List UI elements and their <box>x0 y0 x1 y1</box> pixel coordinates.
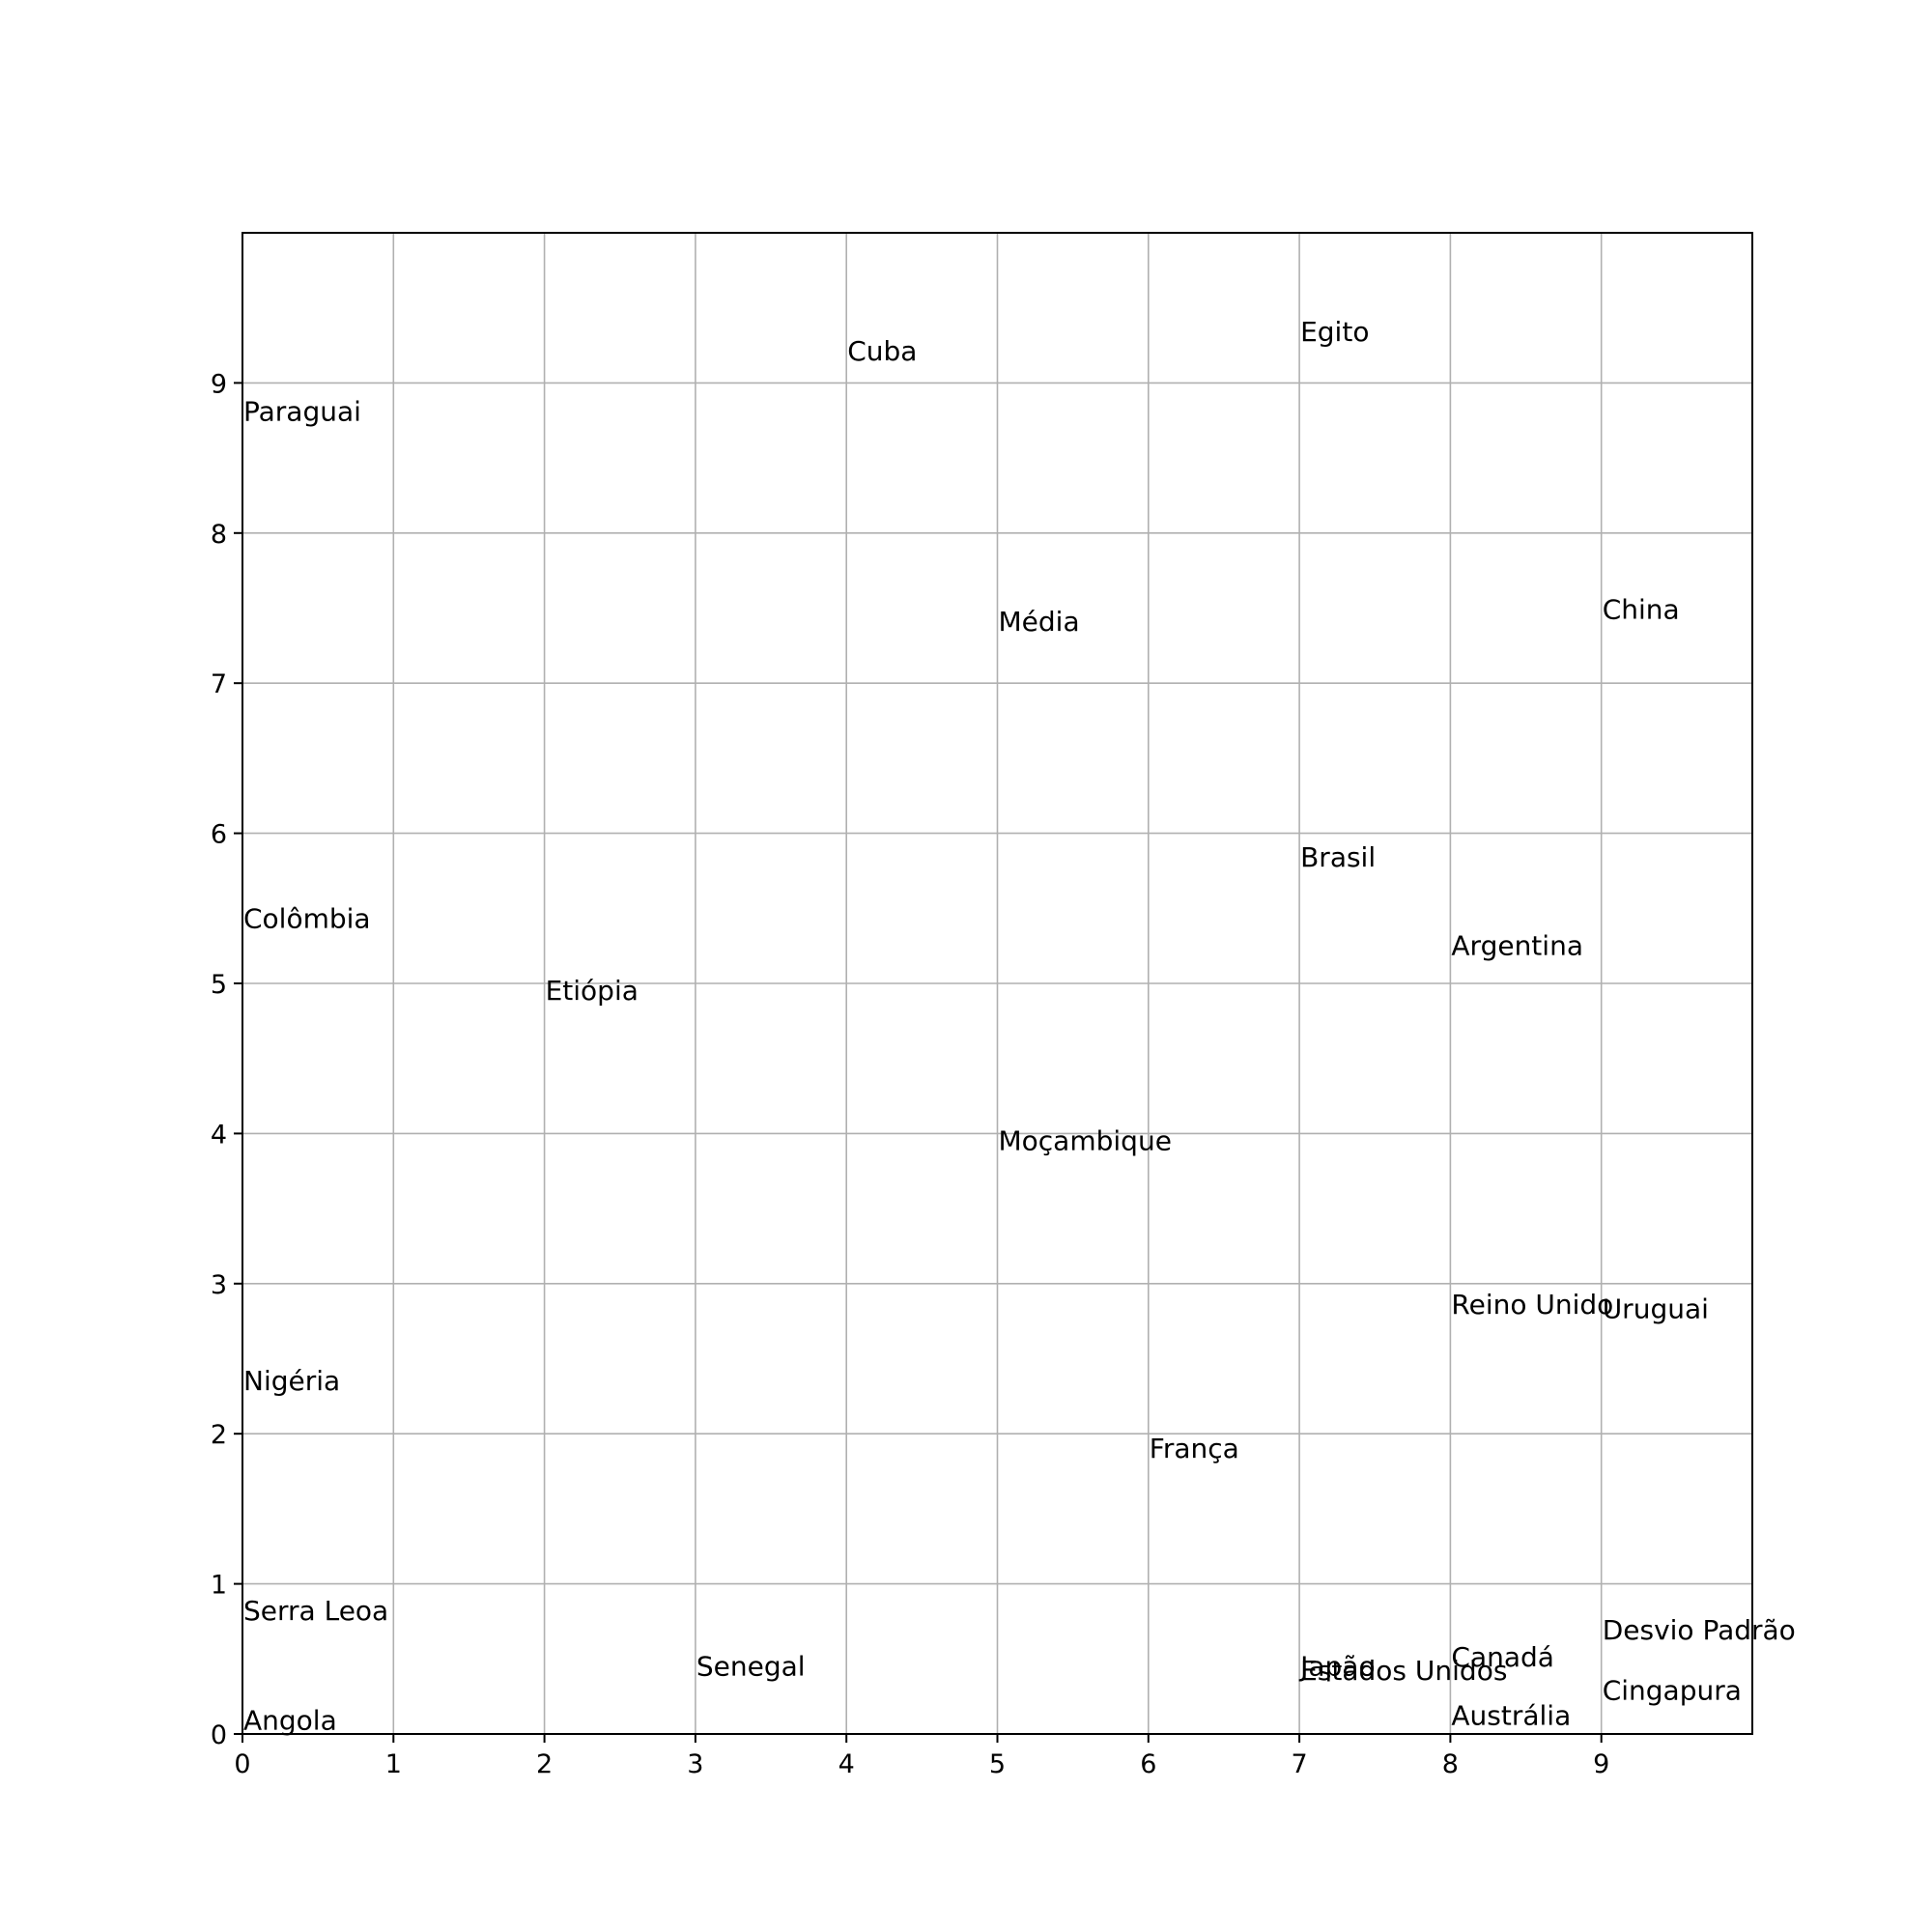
y-tick-label: 8 <box>211 520 227 550</box>
y-tick-label: 6 <box>211 820 227 850</box>
x-tick-label: 6 <box>1140 1749 1156 1779</box>
point-label: Etiópia <box>546 975 639 1007</box>
y-tick-label: 0 <box>211 1720 227 1750</box>
point-label: Angola <box>243 1704 337 1736</box>
point-label: Brasil <box>1300 841 1376 873</box>
point-label: Desvio Padrão <box>1603 1614 1796 1646</box>
point-label: Serra Leoa <box>243 1595 388 1627</box>
point-label: Uruguai <box>1603 1293 1709 1325</box>
x-tick-label: 7 <box>1292 1749 1308 1779</box>
x-tick-label: 9 <box>1593 1749 1609 1779</box>
point-label: Cingapura <box>1603 1674 1742 1706</box>
x-tick-label: 3 <box>687 1749 703 1779</box>
y-tick-label: 4 <box>211 1120 227 1150</box>
point-label: Japão <box>1298 1650 1375 1682</box>
point-label: Cuba <box>847 335 917 367</box>
x-tick-label: 4 <box>838 1749 855 1779</box>
point-label: Colômbia <box>243 903 371 935</box>
point-label: Austrália <box>1451 1700 1571 1732</box>
point-label: Reino Unido <box>1451 1289 1613 1321</box>
y-tick-label: 7 <box>211 669 227 699</box>
y-tick-label: 9 <box>211 369 227 399</box>
point-label: Média <box>999 606 1080 638</box>
point-label: Estados Unidos <box>1300 1655 1507 1687</box>
x-tick-label: 2 <box>536 1749 553 1779</box>
axis-ticks: 0 1 2 3 4 5 6 7 8 9 0 1 2 3 4 5 6 7 8 9 <box>211 369 1609 1779</box>
point-label: Canadá <box>1451 1641 1554 1673</box>
point-label: Nigéria <box>243 1365 340 1397</box>
point-label: Moçambique <box>999 1124 1172 1156</box>
y-tick-label: 3 <box>211 1270 227 1300</box>
point-labels: Paraguai Cuba Egito Média China Colômbia Brasi… <box>243 316 1796 1736</box>
point-label: Paraguai <box>243 395 361 427</box>
point-label: Argentina <box>1451 929 1583 961</box>
y-tick-label: 5 <box>211 970 227 1000</box>
x-tick-label: 5 <box>989 1749 1006 1779</box>
point-label: França <box>1150 1433 1239 1464</box>
y-tick-label: 2 <box>211 1420 227 1450</box>
y-tick-label: 1 <box>211 1571 227 1601</box>
point-label: China <box>1603 593 1680 625</box>
point-label: Egito <box>1300 316 1369 348</box>
x-tick-label: 0 <box>234 1749 250 1779</box>
grid <box>242 233 1752 1735</box>
x-tick-label: 1 <box>385 1749 402 1779</box>
x-tick-label: 8 <box>1442 1749 1459 1779</box>
point-label: Senegal <box>696 1650 806 1682</box>
